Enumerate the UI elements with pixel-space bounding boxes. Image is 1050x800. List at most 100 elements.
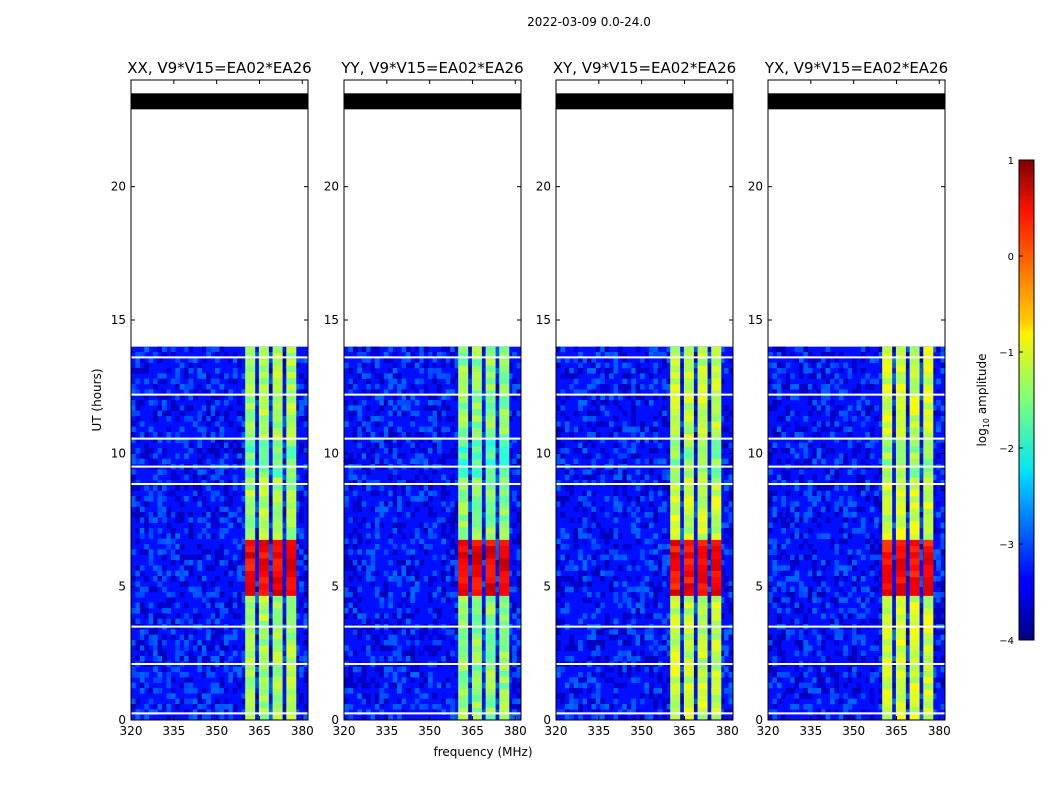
noise-cell: [613, 592, 619, 598]
noise-cell: [648, 656, 654, 662]
noise-cell: [657, 490, 663, 497]
noise-cell: [516, 538, 522, 545]
noise-cell: [653, 352, 659, 358]
noise-cell: [936, 400, 941, 406]
noise-cell: [564, 565, 570, 571]
noise-cell: [135, 437, 141, 443]
noise-cell: [856, 410, 862, 417]
noise-cell: [157, 656, 163, 662]
noise-cell: [454, 608, 460, 614]
noise-cell: [228, 522, 234, 529]
noise-cell: [131, 485, 136, 491]
noise-cell: [201, 688, 207, 694]
noise-cell: [600, 533, 605, 539]
noise-cell: [139, 634, 145, 641]
rfi-subband-cell: [499, 688, 510, 696]
rfi-subband-cell: [499, 415, 510, 422]
rfi-subband-cell: [286, 682, 297, 690]
noise-cell: [578, 645, 583, 651]
noise-cell: [494, 368, 500, 374]
noise-cell: [635, 426, 641, 433]
noise-cell: [366, 373, 371, 379]
rfi-subband-cell: [286, 452, 297, 459]
noise-cell: [139, 570, 145, 577]
noise-cell: [410, 597, 416, 603]
noise-cell: [139, 688, 145, 694]
noise-cell: [206, 693, 211, 699]
noise-cell: [591, 490, 597, 497]
rfi-subband-cell: [683, 427, 694, 435]
noise-cell: [798, 373, 804, 379]
rfi-subband-cell: [286, 664, 297, 671]
rfi-subband-cell: [471, 632, 482, 640]
noise-cell: [139, 352, 145, 358]
noise-cell: [613, 480, 619, 486]
noise-cell: [166, 533, 172, 539]
noise-cell: [410, 416, 416, 422]
noise-cell: [388, 490, 393, 497]
noise-cell: [648, 373, 654, 379]
y-tick-label: 15: [536, 313, 551, 327]
rfi-subband-cell: [711, 458, 722, 466]
noise-cell: [184, 581, 189, 587]
noise-cell: [719, 458, 725, 465]
noise-cell: [569, 640, 574, 646]
noise-cell: [388, 426, 393, 433]
rfi-subband-cell: [670, 346, 681, 354]
rfi-subband-cell: [499, 713, 510, 721]
rfi-subband-cell: [683, 601, 694, 609]
rfi-subband-cell: [711, 713, 722, 721]
noise-cell: [388, 602, 393, 609]
noise-cell: [281, 453, 287, 459]
noise-cell: [144, 714, 149, 721]
rfi-subband-cell: [499, 377, 510, 385]
noise-cell: [188, 634, 194, 641]
noise-cell: [366, 480, 371, 486]
noise-cell: [512, 458, 517, 465]
noise-cell: [237, 565, 242, 571]
noise-cell: [206, 672, 211, 678]
rfi-subband-cell: [258, 371, 269, 379]
rfi-subband-cell: [471, 552, 482, 559]
noise-cell: [662, 554, 667, 561]
noise-cell: [414, 453, 420, 459]
noise-cell: [148, 629, 154, 635]
noise-cell: [179, 544, 185, 550]
rfi-subband-cell: [697, 346, 708, 354]
noise-cell: [812, 384, 817, 390]
rfi-subband-cell: [286, 645, 297, 652]
noise-cell: [201, 480, 207, 486]
noise-cell: [445, 533, 451, 539]
noise-cell: [144, 682, 149, 689]
noise-cell: [573, 533, 579, 539]
noise-cell: [206, 384, 211, 390]
noise-cell: [728, 688, 734, 694]
noise-cell: [918, 362, 924, 369]
noise-cell: [662, 378, 667, 385]
noise-cell: [569, 634, 574, 641]
noise-cell: [175, 373, 180, 379]
rfi-subband-cell: [697, 564, 708, 571]
noise-cell: [197, 362, 203, 369]
noise-cell: [706, 618, 712, 625]
noise-cell: [161, 405, 167, 411]
noise-cell: [161, 517, 167, 523]
noise-cell: [419, 378, 424, 385]
noise-cell: [414, 389, 420, 395]
rfi-subband-cell: [258, 545, 269, 553]
noise-cell: [586, 656, 592, 662]
noise-cell: [494, 442, 500, 449]
noise-cell: [197, 714, 203, 721]
noise-cell: [936, 410, 941, 417]
noise-cell: [206, 389, 211, 395]
noise-cell: [348, 666, 354, 673]
noise-cell: [516, 554, 522, 561]
noise-cell: [405, 405, 411, 411]
rfi-subband-cell: [683, 452, 694, 459]
noise-cell: [595, 709, 601, 715]
noise-cell: [569, 576, 574, 582]
noise-cell: [578, 501, 583, 507]
rfi-subband-cell: [683, 539, 694, 547]
noise-cell: [613, 448, 619, 454]
noise-cell: [352, 538, 358, 545]
